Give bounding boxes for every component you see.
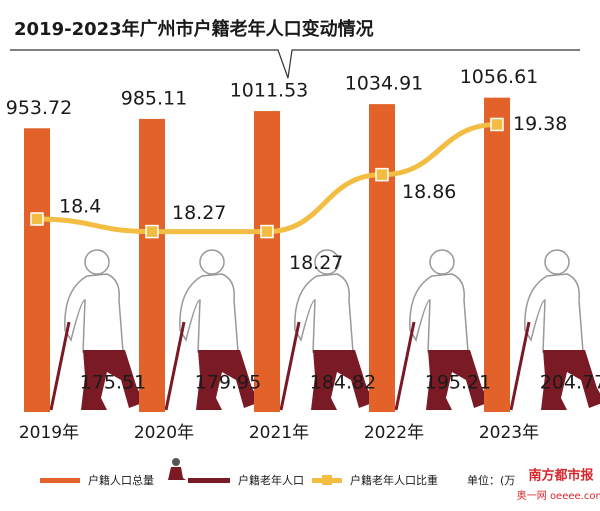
ratio-value-label: 18.27 <box>289 252 343 274</box>
x-tick-label: 2022年 <box>364 423 424 443</box>
figure-part <box>311 350 375 410</box>
bar-value-label: 1034.91 <box>345 73 424 95</box>
figure-part <box>81 350 145 410</box>
bar <box>24 128 50 412</box>
legend-label: 户籍人口总量 <box>88 473 154 487</box>
ratio-value-label: 18.27 <box>172 202 226 224</box>
figure-part <box>541 350 600 410</box>
figure-part <box>544 249 570 275</box>
unit-note: 单位：(万 <box>467 473 515 487</box>
ratio-point <box>375 167 389 182</box>
figure-part <box>179 273 239 353</box>
x-tick-label: 2023年 <box>479 423 539 443</box>
legend-swatch <box>40 478 80 483</box>
figure-part <box>314 249 340 275</box>
elderly-value-label: 184.82 <box>310 372 376 394</box>
figure-part <box>524 273 584 353</box>
bar-value-label: 1056.61 <box>460 66 539 88</box>
watermark-bg <box>524 466 600 511</box>
figure-part <box>279 321 301 411</box>
legend: 户籍人口总量 户籍老年人口 户籍老年人口比重 单位：(万 <box>40 458 515 487</box>
bar-value-label: 953.72 <box>6 97 72 119</box>
figure-part <box>429 249 455 275</box>
bar-value-label: 1011.53 <box>230 80 309 102</box>
ratio-point <box>145 224 159 239</box>
x-tick-label: 2019年 <box>19 423 79 443</box>
figure-part <box>84 249 110 275</box>
elderly-figure <box>164 249 260 411</box>
elderly-value-label: 204.77 <box>540 372 600 394</box>
elderly-value-label: 195.21 <box>425 372 491 394</box>
legend-swatch <box>188 478 230 483</box>
elderly-figure <box>279 249 375 411</box>
ratio-value-label: 18.4 <box>59 196 101 218</box>
bar <box>254 111 280 412</box>
title-callout <box>10 49 580 79</box>
legend-icon <box>168 467 186 480</box>
x-tick-label: 2021年 <box>249 423 309 443</box>
watermark: 南方都市报 <box>528 468 594 484</box>
ratio-point <box>30 212 44 226</box>
figure-part <box>196 350 260 410</box>
bar-value-label: 985.11 <box>121 87 187 109</box>
elderly-figure <box>394 249 490 411</box>
figure-part <box>64 273 124 353</box>
figure-part <box>509 321 531 411</box>
figure-part <box>49 321 71 411</box>
bar <box>369 104 395 413</box>
figure-part <box>394 321 416 411</box>
elderly-value-label: 175.51 <box>80 372 146 394</box>
legend-swatch <box>322 475 332 485</box>
bar <box>139 118 165 412</box>
legend-label: 户籍老年人口 <box>238 473 304 487</box>
ratio-value-label: 18.86 <box>402 181 456 203</box>
figure-part <box>294 273 354 353</box>
figure-part <box>164 321 186 411</box>
elderly-figure <box>509 249 600 411</box>
ratio-point <box>490 117 504 132</box>
figure-part <box>409 273 469 353</box>
figure-part <box>426 350 490 410</box>
legend-label: 户籍老年人口比重 <box>350 473 438 487</box>
x-tick-label: 2020年 <box>134 423 194 443</box>
figure-part <box>199 249 225 275</box>
elderly-figure <box>49 249 145 411</box>
ratio-value-label: 19.38 <box>513 113 567 135</box>
chart-title: 2019-2023年广州市户籍老年人口变动情况 <box>14 18 374 40</box>
ratio-point <box>260 224 274 239</box>
elderly-value-label: 179.95 <box>195 372 261 394</box>
legend-icon <box>172 458 180 466</box>
watermark: 奥一网 oeeee.com <box>517 489 600 502</box>
ratio-line <box>36 121 498 235</box>
bar <box>484 97 510 413</box>
